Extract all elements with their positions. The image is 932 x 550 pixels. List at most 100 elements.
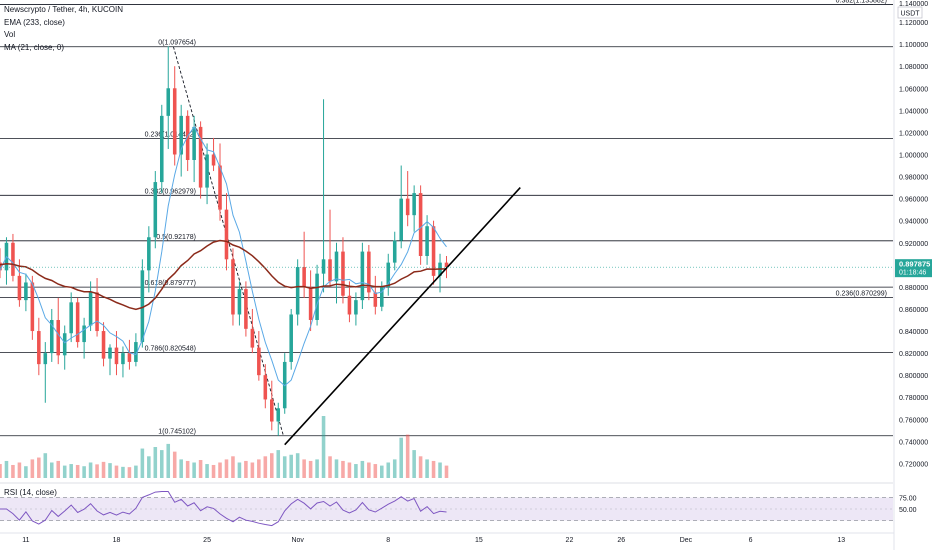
- volume-bar: [237, 462, 242, 478]
- candle[interactable]: [198, 126, 203, 188]
- price-tick-label: 0.820000: [899, 351, 928, 358]
- fib-level-label: 0.382(1.135882): [836, 0, 887, 5]
- rsi-pane[interactable]: 75.00 50.00: [0, 482, 917, 527]
- volume-bar: [17, 462, 22, 478]
- candle[interactable]: [224, 209, 229, 260]
- candle[interactable]: [405, 198, 410, 216]
- ma-legend[interactable]: MA (21, close, 0): [4, 42, 65, 52]
- candle[interactable]: [360, 251, 365, 301]
- candle[interactable]: [205, 154, 209, 188]
- candle[interactable]: [354, 300, 358, 315]
- rsi-legend[interactable]: RSI (14, close): [4, 488, 57, 497]
- price-tick-label: 0.840000: [899, 329, 928, 336]
- candle[interactable]: [276, 408, 281, 422]
- volume-bar: [4, 460, 9, 478]
- last-price-badge[interactable]: [895, 259, 932, 278]
- price-tick-label: 1.020000: [899, 130, 928, 137]
- candle[interactable]: [373, 292, 378, 307]
- candle[interactable]: [321, 259, 326, 274]
- time-tick-label: 13: [837, 537, 845, 544]
- candles-layer[interactable]: [0, 46, 449, 436]
- price-tick-label: 0.860000: [899, 307, 928, 314]
- candle[interactable]: [56, 320, 61, 356]
- candle[interactable]: [172, 88, 177, 155]
- candle[interactable]: [334, 251, 339, 282]
- candle[interactable]: [69, 302, 73, 334]
- candle[interactable]: [166, 88, 171, 116]
- trend-line[interactable]: [284, 187, 521, 446]
- vol-legend[interactable]: Vol: [4, 30, 16, 39]
- price-tick-label: 1.120000: [899, 20, 928, 27]
- candle[interactable]: [380, 286, 384, 307]
- candle[interactable]: [11, 242, 15, 276]
- candle[interactable]: [62, 333, 67, 356]
- candle[interactable]: [289, 314, 293, 362]
- candle[interactable]: [386, 262, 391, 287]
- candle[interactable]: [49, 320, 54, 354]
- ema-line: [0, 239, 447, 311]
- volume-bar: [192, 462, 196, 478]
- volume-bar: [289, 454, 293, 478]
- candle[interactable]: [0, 262, 2, 271]
- candle[interactable]: [24, 282, 28, 301]
- volume-bar: [159, 450, 164, 478]
- candle[interactable]: [37, 331, 41, 365]
- candle[interactable]: [237, 289, 242, 315]
- candle[interactable]: [179, 115, 183, 155]
- candle[interactable]: [295, 267, 300, 315]
- candle[interactable]: [43, 353, 48, 365]
- candle[interactable]: [270, 399, 274, 422]
- candle[interactable]: [328, 259, 332, 282]
- candle[interactable]: [250, 328, 255, 348]
- candle[interactable]: [367, 251, 371, 293]
- candle[interactable]: [30, 282, 35, 332]
- candle[interactable]: [431, 226, 436, 276]
- candle[interactable]: [392, 240, 397, 263]
- candle[interactable]: [17, 275, 22, 301]
- candle[interactable]: [134, 342, 138, 362]
- candle[interactable]: [418, 193, 423, 256]
- volume-bar: [373, 464, 378, 478]
- candle[interactable]: [315, 273, 319, 320]
- symbol-title[interactable]: Newscrypto / Tether, 4h, KUCOIN: [4, 5, 124, 14]
- candle[interactable]: [257, 347, 261, 376]
- candle[interactable]: [399, 198, 403, 241]
- volume-bar: [224, 459, 229, 478]
- candle[interactable]: [95, 292, 99, 332]
- candle[interactable]: [88, 292, 93, 326]
- candle[interactable]: [444, 262, 449, 268]
- candle[interactable]: [114, 347, 119, 365]
- candle[interactable]: [75, 302, 80, 343]
- candle[interactable]: [147, 237, 151, 271]
- candle[interactable]: [263, 375, 268, 400]
- currency-badge[interactable]: [897, 6, 923, 19]
- volume-bar: [276, 450, 281, 478]
- candle[interactable]: [121, 353, 125, 365]
- candle[interactable]: [159, 115, 164, 183]
- time-axis[interactable]: 11 18 25 Nov 8 15 22 26 Dec 6 13: [0, 532, 894, 544]
- candle[interactable]: [231, 259, 235, 315]
- candle[interactable]: [211, 154, 216, 166]
- price-tick-label: 1.040000: [899, 108, 928, 115]
- candle[interactable]: [347, 295, 352, 315]
- candle[interactable]: [192, 126, 196, 160]
- candle[interactable]: [218, 165, 222, 210]
- candle[interactable]: [425, 226, 429, 256]
- candle[interactable]: [127, 353, 132, 362]
- fib-retracement-layer[interactable]: 0(1.097654) 0.236(1.014452) 0.382(0.962979…: [0, 0, 893, 437]
- volume-bar: [250, 462, 255, 478]
- candle[interactable]: [302, 267, 306, 287]
- candle[interactable]: [341, 251, 345, 296]
- ema-legend[interactable]: EMA (233, close): [4, 17, 65, 27]
- candle[interactable]: [82, 325, 86, 343]
- candle[interactable]: [108, 347, 112, 359]
- candle[interactable]: [308, 286, 313, 320]
- candle[interactable]: [140, 270, 145, 343]
- candle[interactable]: [185, 115, 190, 160]
- candle[interactable]: [153, 182, 158, 238]
- candle[interactable]: [244, 289, 248, 329]
- candle[interactable]: [101, 331, 106, 359]
- candle[interactable]: [412, 193, 416, 216]
